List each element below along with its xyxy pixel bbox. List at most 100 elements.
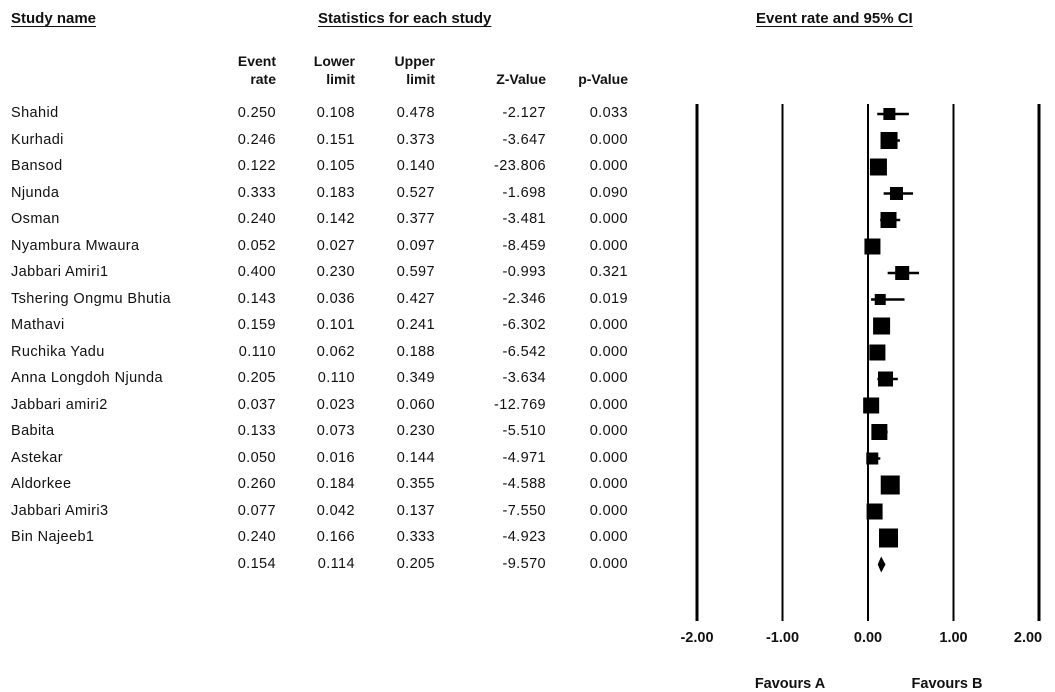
cell-lower: 0.183 bbox=[316, 184, 355, 201]
cell-p: 0.000 bbox=[589, 131, 628, 148]
cell-p: 0.000 bbox=[589, 423, 628, 439]
column-header-p: p-Value bbox=[548, 52, 628, 88]
study-name: Osman bbox=[11, 211, 60, 227]
column-header-event: Event rate bbox=[196, 52, 276, 88]
column-header-line1: Event bbox=[237, 53, 276, 69]
cell-p: 0.000 bbox=[589, 449, 628, 466]
study-name: Bin Najeeb1 bbox=[11, 529, 95, 545]
cell-upper: 0.097 bbox=[396, 237, 435, 254]
cell-event: 0.133 bbox=[237, 423, 276, 439]
cell-event: 0.240 bbox=[237, 529, 276, 545]
study-name: Bansod bbox=[11, 158, 63, 174]
cell-lower: 0.108 bbox=[316, 105, 355, 121]
cell-upper: 0.140 bbox=[396, 158, 435, 174]
cell-event: 0.122 bbox=[237, 158, 276, 174]
study-marker bbox=[879, 528, 899, 548]
study-marker bbox=[869, 344, 886, 361]
study-marker bbox=[880, 212, 897, 228]
cell-upper: 0.188 bbox=[396, 343, 435, 360]
study-name: Astekar bbox=[11, 449, 63, 466]
cell-p: 0.000 bbox=[589, 343, 628, 360]
cell-event: 0.143 bbox=[237, 290, 276, 307]
cell-p: 0.000 bbox=[589, 476, 628, 492]
cell-z: -12.769 bbox=[494, 396, 546, 413]
column-header-line2: rate bbox=[250, 71, 276, 87]
study-name: Shahid bbox=[11, 105, 59, 121]
cell-z: -3.634 bbox=[502, 370, 546, 386]
cell-z: -6.302 bbox=[502, 317, 546, 333]
column-header-line2: limit bbox=[326, 71, 355, 87]
cell-event: 0.077 bbox=[237, 502, 276, 519]
study-name: Aldorkee bbox=[11, 476, 72, 492]
cell-p: 0.019 bbox=[589, 290, 628, 307]
cell-z: -7.550 bbox=[502, 502, 546, 519]
cell-lower: 0.151 bbox=[316, 131, 355, 148]
cell-p: 0.000 bbox=[589, 317, 628, 333]
cell-lower: 0.230 bbox=[316, 264, 355, 280]
study-marker bbox=[873, 317, 891, 335]
tick-label: 2.00 bbox=[1013, 630, 1043, 646]
cell-upper: 0.060 bbox=[396, 396, 435, 413]
cell-z: -4.923 bbox=[502, 529, 546, 545]
study-name: Tshering Ongmu Bhutia bbox=[11, 290, 171, 307]
cell-event: 0.052 bbox=[237, 237, 276, 254]
column-header-line2: Z-Value bbox=[496, 71, 546, 87]
column-header-z: Z-Value bbox=[466, 52, 546, 88]
study-name: Jabbari Amiri1 bbox=[11, 264, 109, 280]
cell-lower: 0.027 bbox=[316, 237, 355, 254]
tick-label: -2.00 bbox=[680, 630, 714, 646]
study-name: Mathavi bbox=[11, 317, 65, 333]
study-marker bbox=[869, 158, 887, 176]
cell-p: 0.321 bbox=[589, 264, 628, 280]
cell-z: -4.588 bbox=[502, 476, 546, 492]
column-header-line1: Upper bbox=[394, 53, 435, 69]
ci-header: Event rate and 95% CI bbox=[756, 10, 913, 27]
cell-upper: 0.527 bbox=[396, 184, 435, 201]
cell-z: -6.542 bbox=[502, 343, 546, 360]
cell-z: -23.806 bbox=[494, 158, 546, 174]
study-marker bbox=[880, 475, 900, 495]
cell-event: 0.037 bbox=[237, 396, 276, 413]
study-marker bbox=[866, 452, 879, 465]
cell-p: 0.033 bbox=[589, 105, 628, 121]
study-marker bbox=[889, 187, 903, 200]
cell-z: -8.459 bbox=[502, 237, 546, 254]
summary-cell-lower: 0.114 bbox=[317, 555, 355, 572]
cell-z: -3.481 bbox=[502, 211, 546, 227]
summary-diamond bbox=[877, 556, 886, 573]
cell-upper: 0.427 bbox=[396, 290, 435, 307]
cell-p: 0.000 bbox=[589, 396, 628, 413]
study-name: Kurhadi bbox=[11, 131, 64, 148]
cell-z: -1.698 bbox=[502, 184, 546, 201]
study-marker bbox=[895, 266, 910, 280]
cell-lower: 0.042 bbox=[316, 502, 355, 519]
cell-event: 0.159 bbox=[237, 317, 276, 333]
study-name: Ruchika Yadu bbox=[11, 343, 105, 360]
cell-p: 0.000 bbox=[589, 211, 628, 227]
cell-upper: 0.597 bbox=[396, 264, 435, 280]
cell-upper: 0.230 bbox=[396, 423, 435, 439]
cell-z: -3.647 bbox=[502, 131, 546, 148]
favours-a-label: Favours A bbox=[754, 676, 826, 692]
cell-lower: 0.110 bbox=[317, 370, 355, 386]
study-marker bbox=[871, 424, 888, 440]
cell-p: 0.000 bbox=[589, 237, 628, 254]
cell-event: 0.240 bbox=[237, 211, 276, 227]
cell-upper: 0.478 bbox=[396, 105, 435, 121]
cell-p: 0.000 bbox=[589, 529, 628, 545]
column-header-lower: Lower limit bbox=[275, 52, 355, 88]
cell-upper: 0.241 bbox=[396, 317, 435, 333]
cell-lower: 0.023 bbox=[316, 396, 355, 413]
cell-event: 0.246 bbox=[237, 131, 276, 148]
cell-z: -2.127 bbox=[502, 105, 546, 121]
cell-event: 0.400 bbox=[237, 264, 276, 280]
column-header-upper: Upper limit bbox=[355, 52, 435, 88]
cell-lower: 0.142 bbox=[316, 211, 355, 227]
tick-label: 1.00 bbox=[939, 630, 968, 646]
cell-z: -0.993 bbox=[502, 264, 546, 280]
cell-event: 0.050 bbox=[237, 449, 276, 466]
summary-cell-p: 0.000 bbox=[589, 555, 628, 572]
cell-z: -4.971 bbox=[502, 449, 546, 466]
cell-event: 0.110 bbox=[238, 343, 276, 360]
cell-lower: 0.036 bbox=[316, 290, 355, 307]
